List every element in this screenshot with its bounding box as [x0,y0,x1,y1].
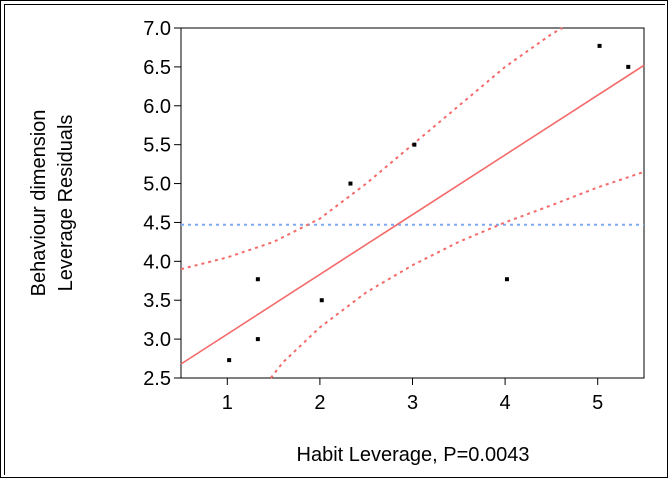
frame-inner-border [4,4,665,475]
data-point [255,277,260,282]
plot-layer [180,27,645,379]
y-tick-label: 3.5 [143,290,171,312]
y-tick-label: 4.5 [143,212,171,234]
x-axis-ticks: 1 2 3 4 5 [222,378,603,414]
x-tick-label: 5 [592,392,603,414]
y-tick-label: 7.0 [143,18,171,40]
data-point [504,277,509,282]
data-point [412,142,417,147]
data-point [626,64,631,69]
y-axis-label-line-1: Behaviour dimension [28,110,50,297]
data-point [348,181,353,186]
x-tick-label: 2 [314,392,325,414]
data-points [227,43,631,363]
data-point [319,298,324,303]
regression-fit-line [180,64,645,365]
y-tick-label: 6.5 [143,57,171,79]
plot-area-border [180,27,645,379]
y-tick-label: 2.5 [143,368,171,390]
y-tick-label: 5.5 [143,135,171,157]
confidence-curve-lower [270,170,645,379]
x-tick-label: 3 [407,392,418,414]
data-point [227,358,232,363]
y-tick-label: 4.0 [143,251,171,273]
y-axis-ticks: 2.5 3.0 3.5 4.0 4.5 5.0 5.5 6.0 6.5 7.0 [143,18,181,390]
y-tick-label: 6.0 [143,96,171,118]
y-tick-label: 3.0 [143,329,171,351]
x-axis-label: Habit Leverage, P=0.0043 [297,444,530,466]
confidence-curve-upper [180,27,563,271]
x-tick-label: 4 [500,392,511,414]
data-point [255,337,260,342]
data-point [597,43,602,48]
y-tick-label: 5.0 [143,174,171,196]
x-tick-label: 1 [222,392,233,414]
y-axis-label-line-2: Leverage Residuals [55,115,77,292]
